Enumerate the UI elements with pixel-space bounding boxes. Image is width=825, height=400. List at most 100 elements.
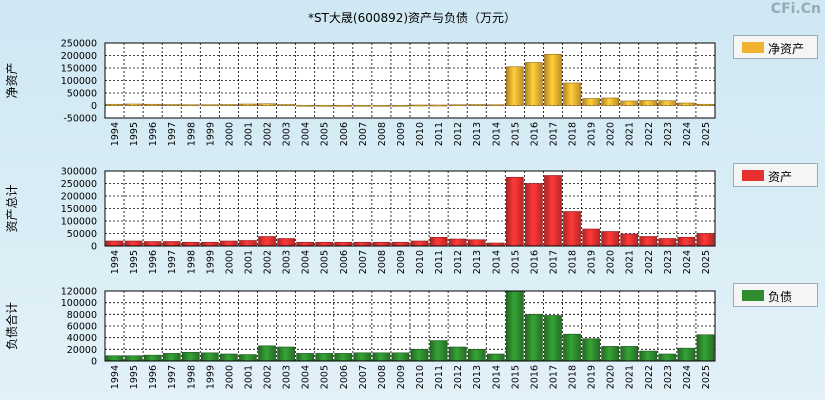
x-tick-label: 2017 xyxy=(548,250,559,274)
bar-2015 xyxy=(506,66,524,106)
bar-2005 xyxy=(315,104,334,107)
bar-2011 xyxy=(429,340,448,362)
x-tick-label: 1999 xyxy=(205,250,216,274)
x-tick-label: 2008 xyxy=(377,122,388,146)
x-tick-label: 1994 xyxy=(110,122,121,146)
x-tick-label: 2021 xyxy=(625,250,636,274)
x-tick-label: 1996 xyxy=(148,365,159,389)
bar-2018 xyxy=(563,333,581,362)
x-tick-label: 2009 xyxy=(396,122,407,146)
x-tick-label: 2018 xyxy=(568,250,579,274)
y-axis-title: 资产总计 xyxy=(5,184,19,232)
bar-2008 xyxy=(372,104,391,107)
legend-1: 净资产 xyxy=(733,35,818,59)
bar-1994 xyxy=(105,355,124,362)
x-tick-label: 1998 xyxy=(186,250,197,274)
bar-2010 xyxy=(410,104,429,107)
x-tick-label: 2013 xyxy=(472,122,483,146)
bar-2004 xyxy=(296,241,314,247)
x-tick-label: 2008 xyxy=(377,365,388,389)
x-tick-label: 1998 xyxy=(186,122,197,146)
y-tick-label: 50000 xyxy=(67,89,97,100)
y-tick-label: 100000 xyxy=(61,76,97,87)
x-tick-label: 2021 xyxy=(625,122,636,146)
x-tick-label: 1996 xyxy=(148,250,159,274)
x-tick-label: 2002 xyxy=(263,250,274,274)
x-tick-label: 2003 xyxy=(282,365,293,389)
x-tick-label: 2011 xyxy=(434,122,445,146)
x-tick-label: 1999 xyxy=(205,122,216,146)
bar-2020 xyxy=(601,346,619,362)
bar-1999 xyxy=(201,241,219,247)
y-axis-title: 负债合计 xyxy=(4,302,19,350)
bar-2007 xyxy=(353,104,372,107)
bar-2019 xyxy=(582,228,600,247)
x-tick-label: 2011 xyxy=(434,250,445,274)
x-tick-label: 2021 xyxy=(625,365,636,389)
bar-2002 xyxy=(258,103,276,106)
x-tick-label: 2005 xyxy=(320,122,331,146)
x-tick-label: 2025 xyxy=(701,122,712,146)
bar-2021 xyxy=(620,233,639,247)
x-tick-label: 2011 xyxy=(434,365,445,389)
x-tick-label: 1999 xyxy=(205,365,216,389)
bar-1996 xyxy=(143,103,162,106)
x-tick-label: 2023 xyxy=(663,250,674,274)
bar-2017 xyxy=(544,315,562,362)
legend-label: 净资产 xyxy=(768,42,805,56)
x-tick-label: 2023 xyxy=(663,365,674,389)
y-tick-label: 150000 xyxy=(61,64,97,75)
bar-1999 xyxy=(201,104,219,107)
x-tick-label: 1997 xyxy=(167,250,178,274)
bar-1994 xyxy=(105,240,124,247)
bar-2022 xyxy=(639,100,658,106)
bar-1995 xyxy=(124,355,143,362)
bar-1996 xyxy=(143,241,162,247)
x-tick-label: 2015 xyxy=(510,250,521,274)
bar-2000 xyxy=(220,104,238,106)
x-tick-label: 2016 xyxy=(529,122,540,146)
bar-2017 xyxy=(544,53,562,106)
bar-2023 xyxy=(658,353,677,362)
bar-2005 xyxy=(315,241,334,247)
bar-2001 xyxy=(239,354,257,362)
bar-2019 xyxy=(582,98,600,106)
bar-2015 xyxy=(506,176,524,247)
y-tick-label: 250000 xyxy=(61,39,97,50)
bar-2022 xyxy=(639,236,658,247)
x-tick-label: 2022 xyxy=(644,122,655,146)
x-tick-label: 2009 xyxy=(396,365,407,389)
y-tick-label: 40000 xyxy=(67,333,97,344)
x-tick-label: 2004 xyxy=(301,122,312,146)
x-tick-label: 2016 xyxy=(529,250,540,274)
y-tick-label: 100000 xyxy=(61,298,97,309)
bar-2003 xyxy=(277,346,295,362)
bar-2000 xyxy=(220,240,238,247)
x-tick-label: 2014 xyxy=(491,365,502,389)
x-tick-label: 1994 xyxy=(110,365,121,389)
x-tick-label: 2001 xyxy=(243,122,254,146)
x-tick-label: 1997 xyxy=(167,122,178,146)
x-tick-label: 2007 xyxy=(358,365,369,389)
bar-2009 xyxy=(391,241,410,247)
x-tick-label: 1998 xyxy=(186,365,197,389)
bar-2020 xyxy=(601,97,619,106)
bar-1997 xyxy=(162,241,181,247)
x-tick-label: 2017 xyxy=(548,122,559,146)
bar-2016 xyxy=(525,314,543,362)
x-tick-label: 2013 xyxy=(472,365,483,389)
watermark: CFi.Cn xyxy=(770,1,821,17)
bar-2006 xyxy=(334,353,353,362)
bar-2010 xyxy=(410,349,429,362)
x-tick-label: 2017 xyxy=(548,365,559,389)
x-tick-label: 2019 xyxy=(587,365,598,389)
y-tick-label: 250000 xyxy=(61,179,97,190)
bar-2013 xyxy=(467,349,486,362)
bar-2021 xyxy=(620,100,639,106)
x-tick-label: 2000 xyxy=(224,122,235,146)
bar-2024 xyxy=(677,347,696,362)
bar-1999 xyxy=(201,352,219,362)
plot-border xyxy=(104,290,716,362)
x-tick-label: 2024 xyxy=(682,250,693,274)
